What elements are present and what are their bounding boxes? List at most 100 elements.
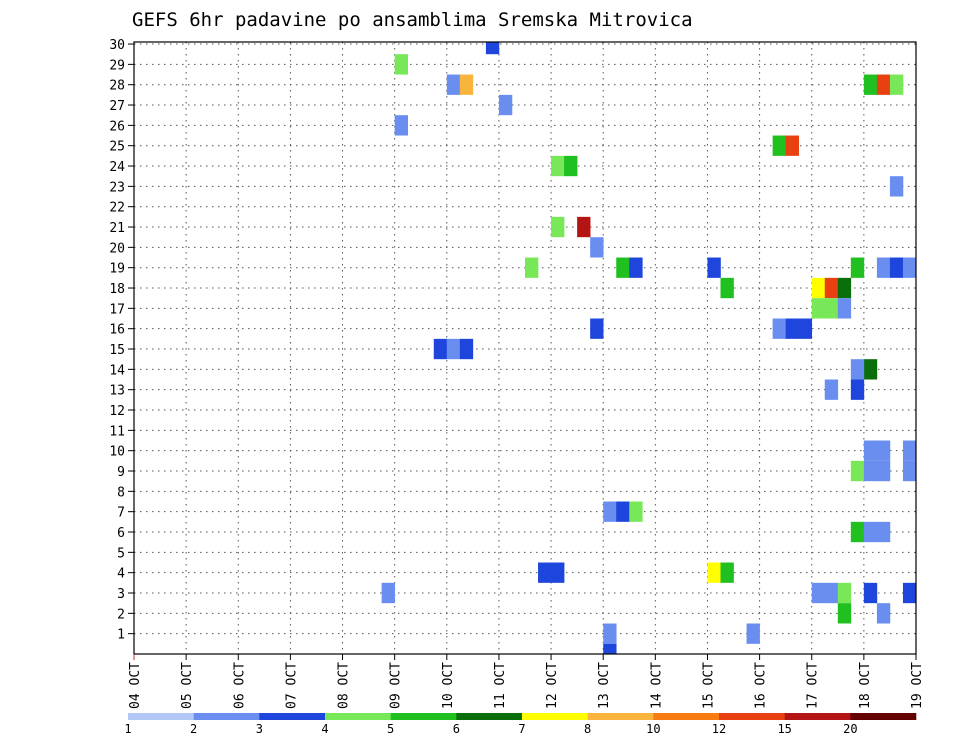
heatmap-cell bbox=[902, 582, 917, 604]
heatmap-cell bbox=[902, 460, 917, 482]
heatmap-cell bbox=[850, 359, 865, 380]
y-tick-label: 20 bbox=[109, 241, 125, 256]
heatmap-cell bbox=[707, 257, 721, 278]
grid-lines bbox=[134, 42, 916, 654]
heatmap-cell bbox=[577, 216, 591, 238]
heatmap-cell bbox=[785, 135, 799, 156]
heatmap-cell bbox=[772, 318, 786, 339]
heatmap-cell bbox=[720, 562, 734, 583]
x-tick-label: 06 OCT bbox=[232, 662, 247, 709]
y-tick-label: 21 bbox=[109, 221, 125, 236]
heatmap-cell bbox=[394, 115, 408, 136]
colorbar-label: 15 bbox=[777, 722, 791, 736]
y-tick-label: 14 bbox=[109, 363, 125, 378]
heatmap-cell bbox=[551, 155, 565, 177]
colorbar-swatch bbox=[259, 713, 326, 720]
x-tick-label: 07 OCT bbox=[284, 662, 299, 709]
heatmap-cell bbox=[446, 74, 461, 95]
colorbar-label: 5 bbox=[387, 722, 394, 736]
heatmap-cell bbox=[446, 338, 461, 360]
y-tick-label: 26 bbox=[109, 119, 125, 134]
heatmap-cell bbox=[889, 257, 904, 278]
colorbar-swatch bbox=[653, 713, 720, 720]
colorbar-label: 12 bbox=[712, 722, 726, 736]
heatmap-cell bbox=[551, 562, 565, 583]
colorbar-swatch bbox=[587, 713, 654, 720]
y-tick-label: 28 bbox=[109, 79, 125, 94]
y-tick-label: 13 bbox=[109, 384, 125, 399]
y-tick-label: 17 bbox=[109, 302, 125, 317]
y-tick-label: 16 bbox=[109, 323, 125, 338]
colorbar-swatch bbox=[128, 713, 194, 720]
heatmap-cell bbox=[551, 216, 565, 238]
heatmap-cell bbox=[629, 501, 643, 522]
colorbar-label: 7 bbox=[518, 722, 525, 736]
x-tick-label: 12 OCT bbox=[545, 662, 560, 709]
plot-frame bbox=[133, 41, 917, 655]
heatmap-cell bbox=[824, 582, 839, 604]
y-axis: 1234567891011121314151617181920212223242… bbox=[109, 38, 134, 643]
y-tick-label: 10 bbox=[109, 445, 125, 460]
y-tick-label: 11 bbox=[109, 424, 125, 439]
heatmap-cell bbox=[394, 54, 408, 75]
colorbar-swatch bbox=[522, 713, 588, 720]
heatmap-cell bbox=[811, 298, 826, 319]
heatmap-cell bbox=[824, 298, 839, 319]
heatmap-cell bbox=[850, 460, 865, 482]
heatmap-cell bbox=[498, 94, 513, 116]
colorbar-swatch bbox=[325, 713, 391, 720]
x-axis: 04 OCT 05 OCT 06 OCT 07 OCT 08 OCT 09 OCT 10 O… bbox=[128, 654, 925, 709]
heatmap-cell bbox=[603, 501, 617, 522]
heatmap-cell bbox=[902, 440, 917, 461]
y-tick-label: 22 bbox=[109, 201, 125, 216]
heatmap-cell bbox=[876, 257, 891, 278]
x-tick-label: 19 OCT bbox=[910, 662, 925, 709]
heatmap-cell bbox=[876, 603, 891, 624]
heatmap-cell bbox=[485, 42, 500, 55]
heatmap-cell bbox=[837, 603, 852, 624]
y-tick-label: 12 bbox=[109, 404, 125, 419]
y-tick-label: 29 bbox=[109, 58, 125, 73]
heatmap-cell bbox=[746, 623, 760, 644]
heatmap-cell bbox=[863, 521, 878, 543]
colorbar-swatch bbox=[390, 713, 457, 720]
heatmap-cell bbox=[837, 277, 852, 299]
heatmap-cell bbox=[850, 257, 865, 278]
heatmap-cell bbox=[876, 460, 891, 482]
heatmap-cell bbox=[459, 74, 474, 95]
y-tick-label: 9 bbox=[117, 465, 125, 480]
heatmap-cell bbox=[707, 562, 721, 583]
y-tick-label: 1 bbox=[117, 628, 125, 643]
heatmap-cell bbox=[590, 237, 604, 258]
colorbar-label: 3 bbox=[256, 722, 263, 736]
heatmap-cell bbox=[785, 318, 799, 339]
heatmap-cell bbox=[772, 135, 786, 156]
colorbar-label: 6 bbox=[453, 722, 460, 736]
x-tick-label: 09 OCT bbox=[389, 662, 404, 709]
heatmap-cell bbox=[538, 562, 552, 583]
heatmap-cell bbox=[616, 501, 630, 522]
x-tick-label: 05 OCT bbox=[180, 662, 195, 709]
heatmap-cell bbox=[525, 257, 539, 278]
heatmap-cell bbox=[616, 257, 630, 278]
heatmap-cell bbox=[603, 643, 617, 654]
y-tick-label: 27 bbox=[109, 99, 125, 114]
heatmap-cell bbox=[629, 257, 643, 278]
heatmap-cell bbox=[863, 359, 878, 380]
heatmap-cell bbox=[811, 582, 826, 604]
y-tick-label: 3 bbox=[117, 587, 125, 602]
heatmap-cell bbox=[863, 74, 878, 95]
heatmap-cell bbox=[824, 379, 839, 400]
colorbar-label: 10 bbox=[646, 722, 660, 736]
heatmap-cell bbox=[798, 318, 813, 339]
colorbar-swatch bbox=[193, 713, 260, 720]
x-tick-label: 14 OCT bbox=[649, 662, 664, 709]
colorbar-label: 2 bbox=[190, 722, 197, 736]
colorbar-label: 4 bbox=[321, 722, 328, 736]
heatmap-cell bbox=[889, 74, 904, 95]
heatmap-cell bbox=[590, 318, 604, 339]
heatmap-cell bbox=[902, 257, 917, 278]
colorbar-label: 20 bbox=[843, 722, 857, 736]
heatmap-cell bbox=[381, 582, 395, 604]
